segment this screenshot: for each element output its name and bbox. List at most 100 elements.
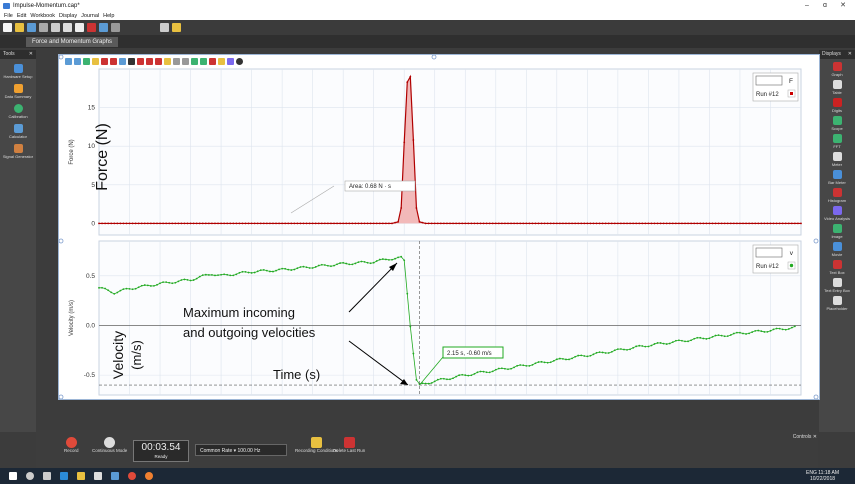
display-item[interactable]: Image bbox=[819, 224, 855, 239]
highlight-icon[interactable] bbox=[83, 57, 90, 65]
display-item[interactable]: Table bbox=[819, 80, 855, 95]
annotation-icon[interactable] bbox=[137, 57, 144, 65]
velocity-data-point bbox=[375, 260, 378, 262]
display-item[interactable]: Meter bbox=[819, 152, 855, 167]
add-plot-icon[interactable] bbox=[182, 57, 189, 65]
properties-icon[interactable] bbox=[236, 57, 243, 65]
menu-journal[interactable]: Journal bbox=[81, 12, 100, 19]
force-data-point bbox=[687, 222, 689, 225]
add-y-axis-icon[interactable] bbox=[191, 57, 198, 65]
display-item[interactable]: Digits bbox=[819, 98, 855, 113]
camera-icon[interactable] bbox=[160, 23, 169, 32]
display-item[interactable]: Bar Meter bbox=[819, 170, 855, 185]
new-icon[interactable] bbox=[3, 23, 12, 32]
journal-icon[interactable] bbox=[172, 23, 181, 32]
delete-last-run-button[interactable]: Delete Last Run bbox=[333, 437, 365, 453]
recording-conditions-button[interactable]: Recording Conditions bbox=[295, 437, 338, 453]
continuous-mode-button[interactable]: Continuous Mode bbox=[92, 437, 127, 453]
windows-start-icon[interactable] bbox=[9, 472, 17, 480]
controls-close-button[interactable]: ✕ bbox=[812, 434, 817, 440]
tools-close-button[interactable]: ✕ bbox=[28, 51, 33, 57]
cut-icon[interactable] bbox=[51, 23, 60, 32]
statistics-icon[interactable] bbox=[101, 57, 108, 65]
add-plot-area-icon[interactable] bbox=[200, 57, 207, 65]
tool-data-summary[interactable]: Data Summary bbox=[0, 84, 36, 99]
menu-workbook[interactable]: Workbook bbox=[30, 12, 56, 19]
note-icon[interactable] bbox=[146, 57, 153, 65]
display-item[interactable]: Placeholder bbox=[819, 296, 855, 311]
close-button[interactable]: ✕ bbox=[840, 2, 846, 9]
velocity-data-point bbox=[543, 361, 546, 364]
search-icon[interactable] bbox=[26, 472, 34, 480]
print-icon[interactable] bbox=[39, 23, 48, 32]
velocity-data-point bbox=[754, 329, 757, 332]
chrome-icon[interactable] bbox=[128, 472, 136, 480]
remove-plot-icon[interactable] bbox=[209, 57, 216, 65]
tool-signal-generator[interactable]: Signal Generator bbox=[0, 144, 36, 159]
displays-close-button[interactable]: ✕ bbox=[847, 51, 852, 57]
slope-tool-icon[interactable] bbox=[128, 57, 135, 65]
display-item[interactable]: Scope bbox=[819, 116, 855, 131]
record-button[interactable]: Record bbox=[64, 437, 79, 453]
store-icon[interactable] bbox=[94, 472, 102, 480]
velocity-data-point bbox=[711, 335, 714, 338]
velocity-y-tick: 0.5 bbox=[86, 273, 95, 280]
data-selection-icon[interactable] bbox=[74, 57, 81, 65]
task-view-icon[interactable] bbox=[43, 472, 51, 480]
velocity-data-point bbox=[598, 351, 601, 354]
copy-icon[interactable] bbox=[63, 23, 72, 32]
area-icon[interactable] bbox=[110, 57, 117, 65]
display-item[interactable]: Histogram bbox=[819, 188, 855, 203]
settings-icon[interactable] bbox=[218, 57, 225, 65]
tool-calibration[interactable]: Calibration bbox=[0, 104, 36, 119]
display-item[interactable]: Movie bbox=[819, 242, 855, 257]
minimize-button[interactable]: – bbox=[805, 2, 809, 9]
undo-icon[interactable] bbox=[99, 23, 108, 32]
paste-icon[interactable] bbox=[75, 23, 84, 32]
display-item[interactable]: Text Entry Box bbox=[819, 278, 855, 293]
force-data-point bbox=[247, 222, 250, 225]
menu-help[interactable]: Help bbox=[103, 12, 115, 19]
force-data-point bbox=[586, 222, 589, 225]
display-item[interactable]: FFT bbox=[819, 134, 855, 149]
calibration-icon bbox=[13, 104, 23, 113]
open-icon[interactable] bbox=[15, 23, 24, 32]
menu-display[interactable]: Display bbox=[59, 12, 78, 19]
add-axis-icon[interactable] bbox=[173, 57, 180, 65]
velocity-data-point bbox=[534, 362, 537, 365]
coordinates-tool-icon[interactable] bbox=[92, 57, 99, 65]
velocity-data-point bbox=[620, 348, 622, 350]
display-item[interactable]: Graph bbox=[819, 62, 855, 77]
tool-label: Calibration bbox=[8, 114, 28, 119]
force-data-point bbox=[580, 222, 583, 225]
calculation-icon[interactable] bbox=[164, 57, 171, 65]
capstone-app-icon[interactable] bbox=[111, 472, 119, 480]
scale-to-fit-icon[interactable] bbox=[65, 57, 72, 65]
tool-calculator[interactable]: Calculator bbox=[0, 124, 36, 139]
firefox-icon[interactable] bbox=[145, 472, 153, 480]
display-item[interactable]: Text Box bbox=[819, 260, 855, 275]
force-data-point bbox=[232, 222, 235, 225]
tab-force-momentum[interactable]: Force and Momentum Graphs bbox=[26, 36, 119, 47]
menu-edit[interactable]: Edit bbox=[16, 12, 27, 19]
tool-hardware-setup[interactable]: Hardware Setup bbox=[0, 64, 36, 79]
edge-icon[interactable] bbox=[60, 472, 68, 480]
velocity-data-point bbox=[265, 269, 268, 272]
velocity-data-point bbox=[284, 267, 287, 270]
save-icon[interactable] bbox=[27, 23, 36, 32]
graph-svg[interactable]: 1.21.31.41.51.61.71.81.92.02.12.22.32.42… bbox=[59, 55, 819, 399]
maximize-button[interactable]: ɑ bbox=[823, 2, 827, 9]
display-item[interactable]: Video Analysis bbox=[819, 206, 855, 221]
zoom-icon[interactable] bbox=[227, 57, 234, 65]
velocity-data-point bbox=[134, 287, 137, 290]
force-data-point bbox=[717, 222, 720, 225]
run-select-icon[interactable] bbox=[155, 57, 162, 65]
curve-fit-icon[interactable] bbox=[119, 57, 126, 65]
delete-icon[interactable] bbox=[87, 23, 96, 32]
redo-icon[interactable] bbox=[111, 23, 120, 32]
display-label: Placeholder bbox=[826, 306, 848, 311]
menu-file[interactable]: File bbox=[4, 12, 13, 19]
file-explorer-icon[interactable] bbox=[77, 472, 85, 480]
velocity-data-point bbox=[629, 348, 631, 351]
sample-rate-select[interactable]: Common Rate ▾ 100.00 Hz bbox=[195, 444, 287, 456]
